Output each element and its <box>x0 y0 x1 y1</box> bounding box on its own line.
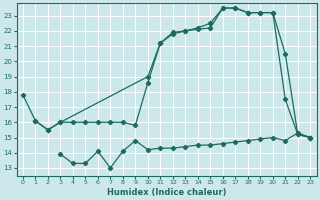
X-axis label: Humidex (Indice chaleur): Humidex (Indice chaleur) <box>107 188 226 197</box>
